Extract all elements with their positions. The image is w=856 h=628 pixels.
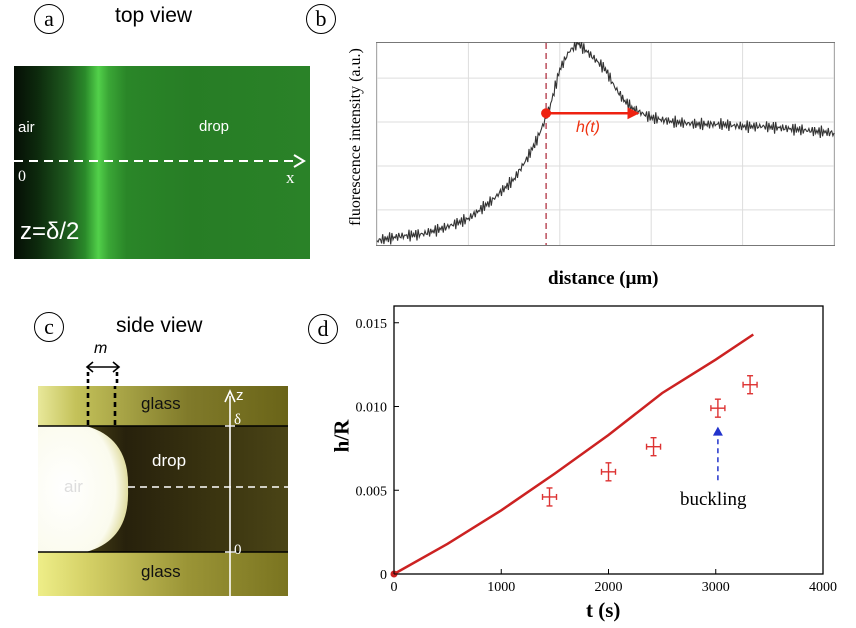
growth-chart: 0 1000 2000 3000 4000 0 0.005 0.010 0.015 bbox=[356, 305, 837, 595]
air-side-label: air bbox=[64, 477, 83, 496]
h-t-label: h(t) bbox=[576, 119, 600, 136]
z-axis-label: z bbox=[236, 387, 244, 404]
drop-side-label: drop bbox=[152, 451, 187, 470]
intensity-profile-line bbox=[376, 42, 835, 245]
z-plane-label: z=δ/2 bbox=[20, 218, 80, 245]
panel-d-label: d bbox=[308, 314, 338, 344]
data-point bbox=[645, 436, 662, 457]
drop-label: drop bbox=[199, 118, 230, 135]
data-point bbox=[710, 398, 726, 418]
y-tick-label: 0.010 bbox=[356, 401, 388, 416]
panel-c-label: c bbox=[34, 312, 64, 342]
x-tick-label: 3000 bbox=[702, 580, 730, 595]
panel-a-label: a bbox=[34, 4, 64, 34]
front-marker-dot bbox=[541, 108, 552, 119]
x-tick-label: 2000 bbox=[595, 580, 623, 595]
y-tick-label: 0 bbox=[380, 568, 387, 583]
delta-label: δ bbox=[234, 412, 242, 428]
h-arrow-head-icon bbox=[627, 107, 640, 120]
axis-x-label: x bbox=[286, 168, 295, 187]
data-point bbox=[600, 462, 617, 482]
data-point bbox=[742, 375, 758, 395]
panel-d-xlabel: t (s) bbox=[586, 598, 621, 622]
axis-origin-label: 0 bbox=[18, 168, 26, 185]
panel-c-title: side view bbox=[116, 314, 203, 337]
buckling-label: buckling bbox=[680, 489, 747, 510]
panel-b-xlabel: distance (μm) bbox=[548, 268, 659, 289]
x-tick-label: 4000 bbox=[809, 580, 837, 595]
buckling-arrow-head-icon bbox=[712, 426, 723, 436]
panel-b-ylabel: fluorescence intensity (a.u.) bbox=[347, 48, 364, 226]
data-point bbox=[541, 487, 558, 507]
panel-a-title: top view bbox=[115, 4, 193, 27]
zero-label: 0 bbox=[234, 542, 242, 558]
air-label: air bbox=[18, 119, 35, 136]
x-tick-label: 0 bbox=[391, 580, 398, 595]
fluorescence-chart: 020406080100 50607080 bbox=[376, 42, 835, 246]
model-curve-line bbox=[393, 333, 754, 576]
axis-arrow-icon bbox=[293, 154, 306, 168]
x-tick-label: 1000 bbox=[487, 580, 515, 595]
m-width-arrow-icon bbox=[85, 361, 121, 386]
air-bubble-shape bbox=[38, 426, 129, 552]
glass-bottom-label: glass bbox=[141, 562, 181, 581]
side-view-image bbox=[38, 386, 288, 596]
glass-top-label: glass bbox=[141, 394, 181, 413]
panel-b-label: b bbox=[306, 4, 336, 34]
m-label: m bbox=[94, 340, 108, 357]
panel-d-ylabel: h/R bbox=[329, 419, 354, 453]
y-tick-label: 0.005 bbox=[356, 484, 388, 499]
z-axis-arrow-icon bbox=[224, 389, 236, 403]
top-view-image bbox=[14, 66, 310, 259]
y-tick-label: 0.015 bbox=[356, 317, 388, 332]
